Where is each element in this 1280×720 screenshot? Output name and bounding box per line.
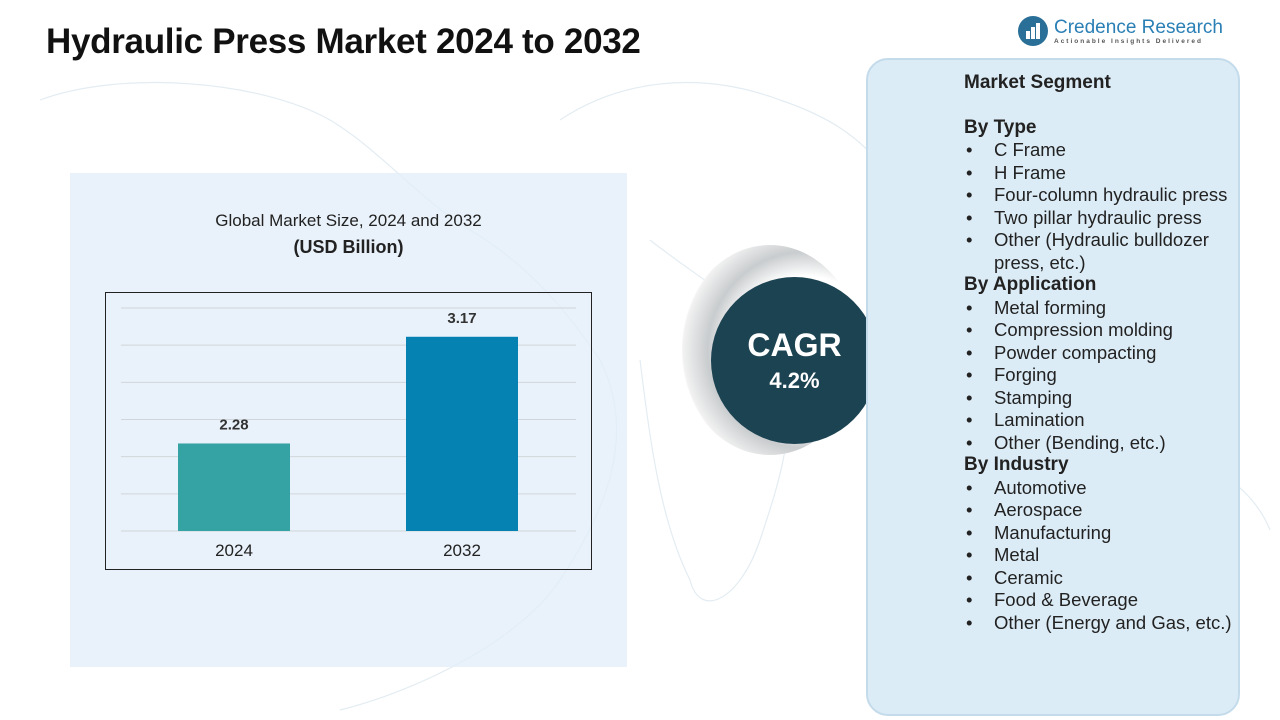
chart-title: Global Market Size, 2024 and 2032 xyxy=(215,211,482,230)
segment-item: Other (Energy and Gas, etc.) xyxy=(964,612,1239,635)
chart-subtitle: (USD Billion) xyxy=(293,237,404,257)
logo-icon xyxy=(1018,16,1048,46)
cagr-value: 4.2% xyxy=(769,368,820,393)
logo-name: Credence Research xyxy=(1054,16,1223,38)
data-label: 3.17 xyxy=(447,310,476,327)
segment-item: Food & Beverage xyxy=(964,589,1239,612)
cagr-badge: CAGR 4.2% xyxy=(711,277,878,444)
segment-panel: Market Segment By TypeC FrameH FrameFour… xyxy=(866,58,1240,716)
segment-item: Stamping xyxy=(964,387,1239,410)
segment-group-title: By Type xyxy=(964,116,1037,138)
segment-item: Automotive xyxy=(964,477,1239,500)
segment-list: AutomotiveAerospaceManufacturingMetalCer… xyxy=(964,477,1239,635)
segment-item: Other (Bending, etc.) xyxy=(964,432,1239,455)
segment-item: Powder compacting xyxy=(964,342,1239,365)
page-title: Hydraulic Press Market 2024 to 2032 xyxy=(46,22,641,61)
segment-item: Four-column hydraulic press xyxy=(964,184,1239,207)
bar-2032 xyxy=(406,336,518,531)
segment-item: Ceramic xyxy=(964,567,1239,590)
segment-item: Compression molding xyxy=(964,319,1239,342)
segment-item: Lamination xyxy=(964,409,1239,432)
segment-list: Metal formingCompression moldingPowder c… xyxy=(964,297,1239,455)
segment-item: C Frame xyxy=(964,139,1239,162)
segment-item: Two pillar hydraulic press xyxy=(964,207,1239,230)
x-tick-label: 2024 xyxy=(215,541,253,560)
segment-item: Metal forming xyxy=(964,297,1239,320)
chart-box: 2.28 2024 3.17 2032 xyxy=(105,292,592,570)
segment-group-title: By Application xyxy=(964,274,1097,295)
segment-item: Forging xyxy=(964,364,1239,387)
segment-item: Other (Hydraulic bulldozer press, etc.) xyxy=(964,229,1239,274)
segment-group-title: By Industry xyxy=(964,454,1069,475)
data-label: 2.28 xyxy=(219,416,248,433)
segment-item: H Frame xyxy=(964,162,1239,185)
segment-item: Metal xyxy=(964,544,1239,567)
logo-tagline: Actionable Insights Delivered xyxy=(1054,37,1204,45)
segment-item: Manufacturing xyxy=(964,522,1239,545)
cagr-label: CAGR xyxy=(747,327,842,363)
x-tick-label: 2032 xyxy=(443,541,481,560)
logo: Credence Research Actionable Insights De… xyxy=(1018,16,1223,46)
bar-2024 xyxy=(178,443,290,531)
bar-chart: 2.28 2024 3.17 2032 xyxy=(121,307,576,560)
segment-list: C FrameH FrameFour-column hydraulic pres… xyxy=(964,139,1239,274)
segment-item: Aerospace xyxy=(964,499,1239,522)
segment-heading: Market Segment xyxy=(964,72,1111,93)
